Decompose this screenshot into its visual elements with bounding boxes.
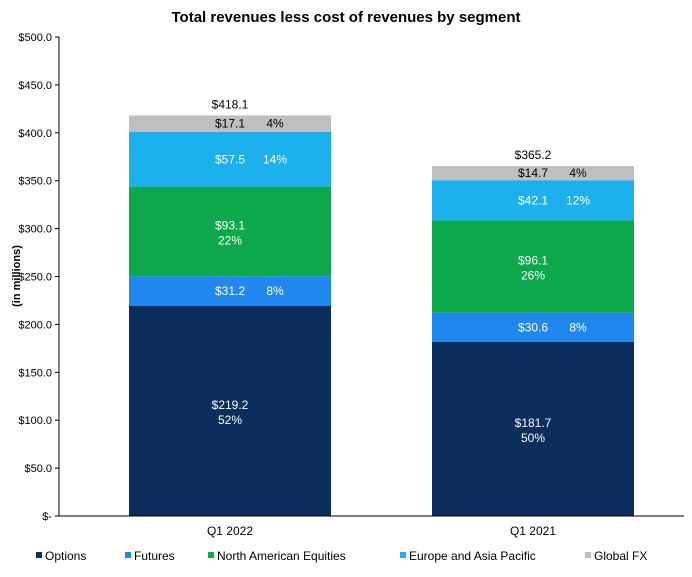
bar-segment — [432, 180, 634, 221]
segment-value-label: $31.2 — [215, 284, 245, 298]
chart-title: Total revenues less cost of revenues by … — [171, 9, 520, 26]
segment-value-label: $93.1 — [215, 219, 245, 233]
segment-percent-label: 50% — [521, 431, 545, 445]
segment-value-label: $181.7 — [515, 416, 552, 430]
y-axis-label: (in millions) — [11, 245, 23, 307]
total-label: $418.1 — [212, 97, 249, 111]
segment-percent-label: 12% — [566, 193, 590, 207]
legend-swatch — [400, 552, 406, 558]
segment-value-label: $219.2 — [212, 398, 249, 412]
total-label: $365.2 — [515, 148, 552, 162]
y-tick-label: $100.0 — [18, 415, 52, 427]
segment-percent-label: 14% — [263, 152, 287, 166]
y-tick-label: $250.0 — [18, 272, 52, 284]
segment-value-label: $57.5 — [215, 152, 245, 166]
y-axis: $- $50.0 $100.0 $150.0 $200.0 $250.0 $300.0 $35… — [18, 32, 60, 523]
y-tick-label: $450.0 — [18, 80, 52, 92]
y-tick-label: $- — [42, 511, 52, 523]
segment-percent-label: 26% — [521, 269, 545, 283]
segment-value-label: $42.1 — [518, 193, 548, 207]
x-tick-label: Q1 2021 — [510, 524, 556, 538]
y-tick-label: $500.0 — [18, 32, 52, 44]
bars: $219.252% $31.2 8% $93.122% $57.5 14% $17.1 4% $… — [129, 97, 634, 516]
legend-swatch — [208, 552, 214, 558]
bar-segment — [432, 166, 634, 181]
y-tick-label: $400.0 — [18, 128, 52, 140]
segment-percent-label: 22% — [218, 234, 242, 248]
segment-percent-label: 8% — [266, 284, 284, 298]
y-tick-label: $150.0 — [18, 367, 52, 379]
bar-segment — [432, 220, 634, 313]
segment-percent-label: 52% — [218, 413, 242, 427]
y-tick-label: $350.0 — [18, 176, 52, 188]
segment-value-label: $14.7 — [518, 166, 548, 180]
legend-label: North American Equities — [217, 549, 346, 563]
legend-label: Europe and Asia Pacific — [409, 549, 536, 563]
legend-swatch — [125, 552, 131, 558]
bar-segment — [129, 115, 331, 132]
legend-label: Options — [45, 549, 86, 563]
segment-percent-label: 4% — [266, 117, 284, 131]
x-tick-label: Q1 2022 — [207, 524, 253, 538]
legend-swatch — [585, 552, 591, 558]
bar-segment — [432, 341, 634, 516]
segment-value-label: $17.1 — [215, 117, 245, 131]
segment-percent-label: 8% — [569, 320, 587, 334]
y-tick-label: $300.0 — [18, 224, 52, 236]
legend-label: Futures — [134, 549, 175, 563]
legend-label: Global FX — [594, 549, 647, 563]
segment-value-label: $96.1 — [518, 254, 548, 268]
legend: Options Futures North American Equities Eur… — [36, 549, 647, 563]
segment-value-label: $30.6 — [518, 320, 548, 334]
legend-swatch — [36, 552, 42, 558]
y-tick-label: $200.0 — [18, 319, 52, 331]
bar-segment — [432, 312, 634, 342]
y-tick-label: $50.0 — [24, 463, 52, 475]
bar-segment — [129, 186, 331, 277]
bar-segment — [129, 131, 331, 187]
bar-segment — [129, 276, 331, 307]
bar-segment — [129, 306, 331, 516]
segment-percent-label: 4% — [569, 166, 587, 180]
x-axis: Q1 2022 Q1 2021 — [59, 515, 684, 538]
